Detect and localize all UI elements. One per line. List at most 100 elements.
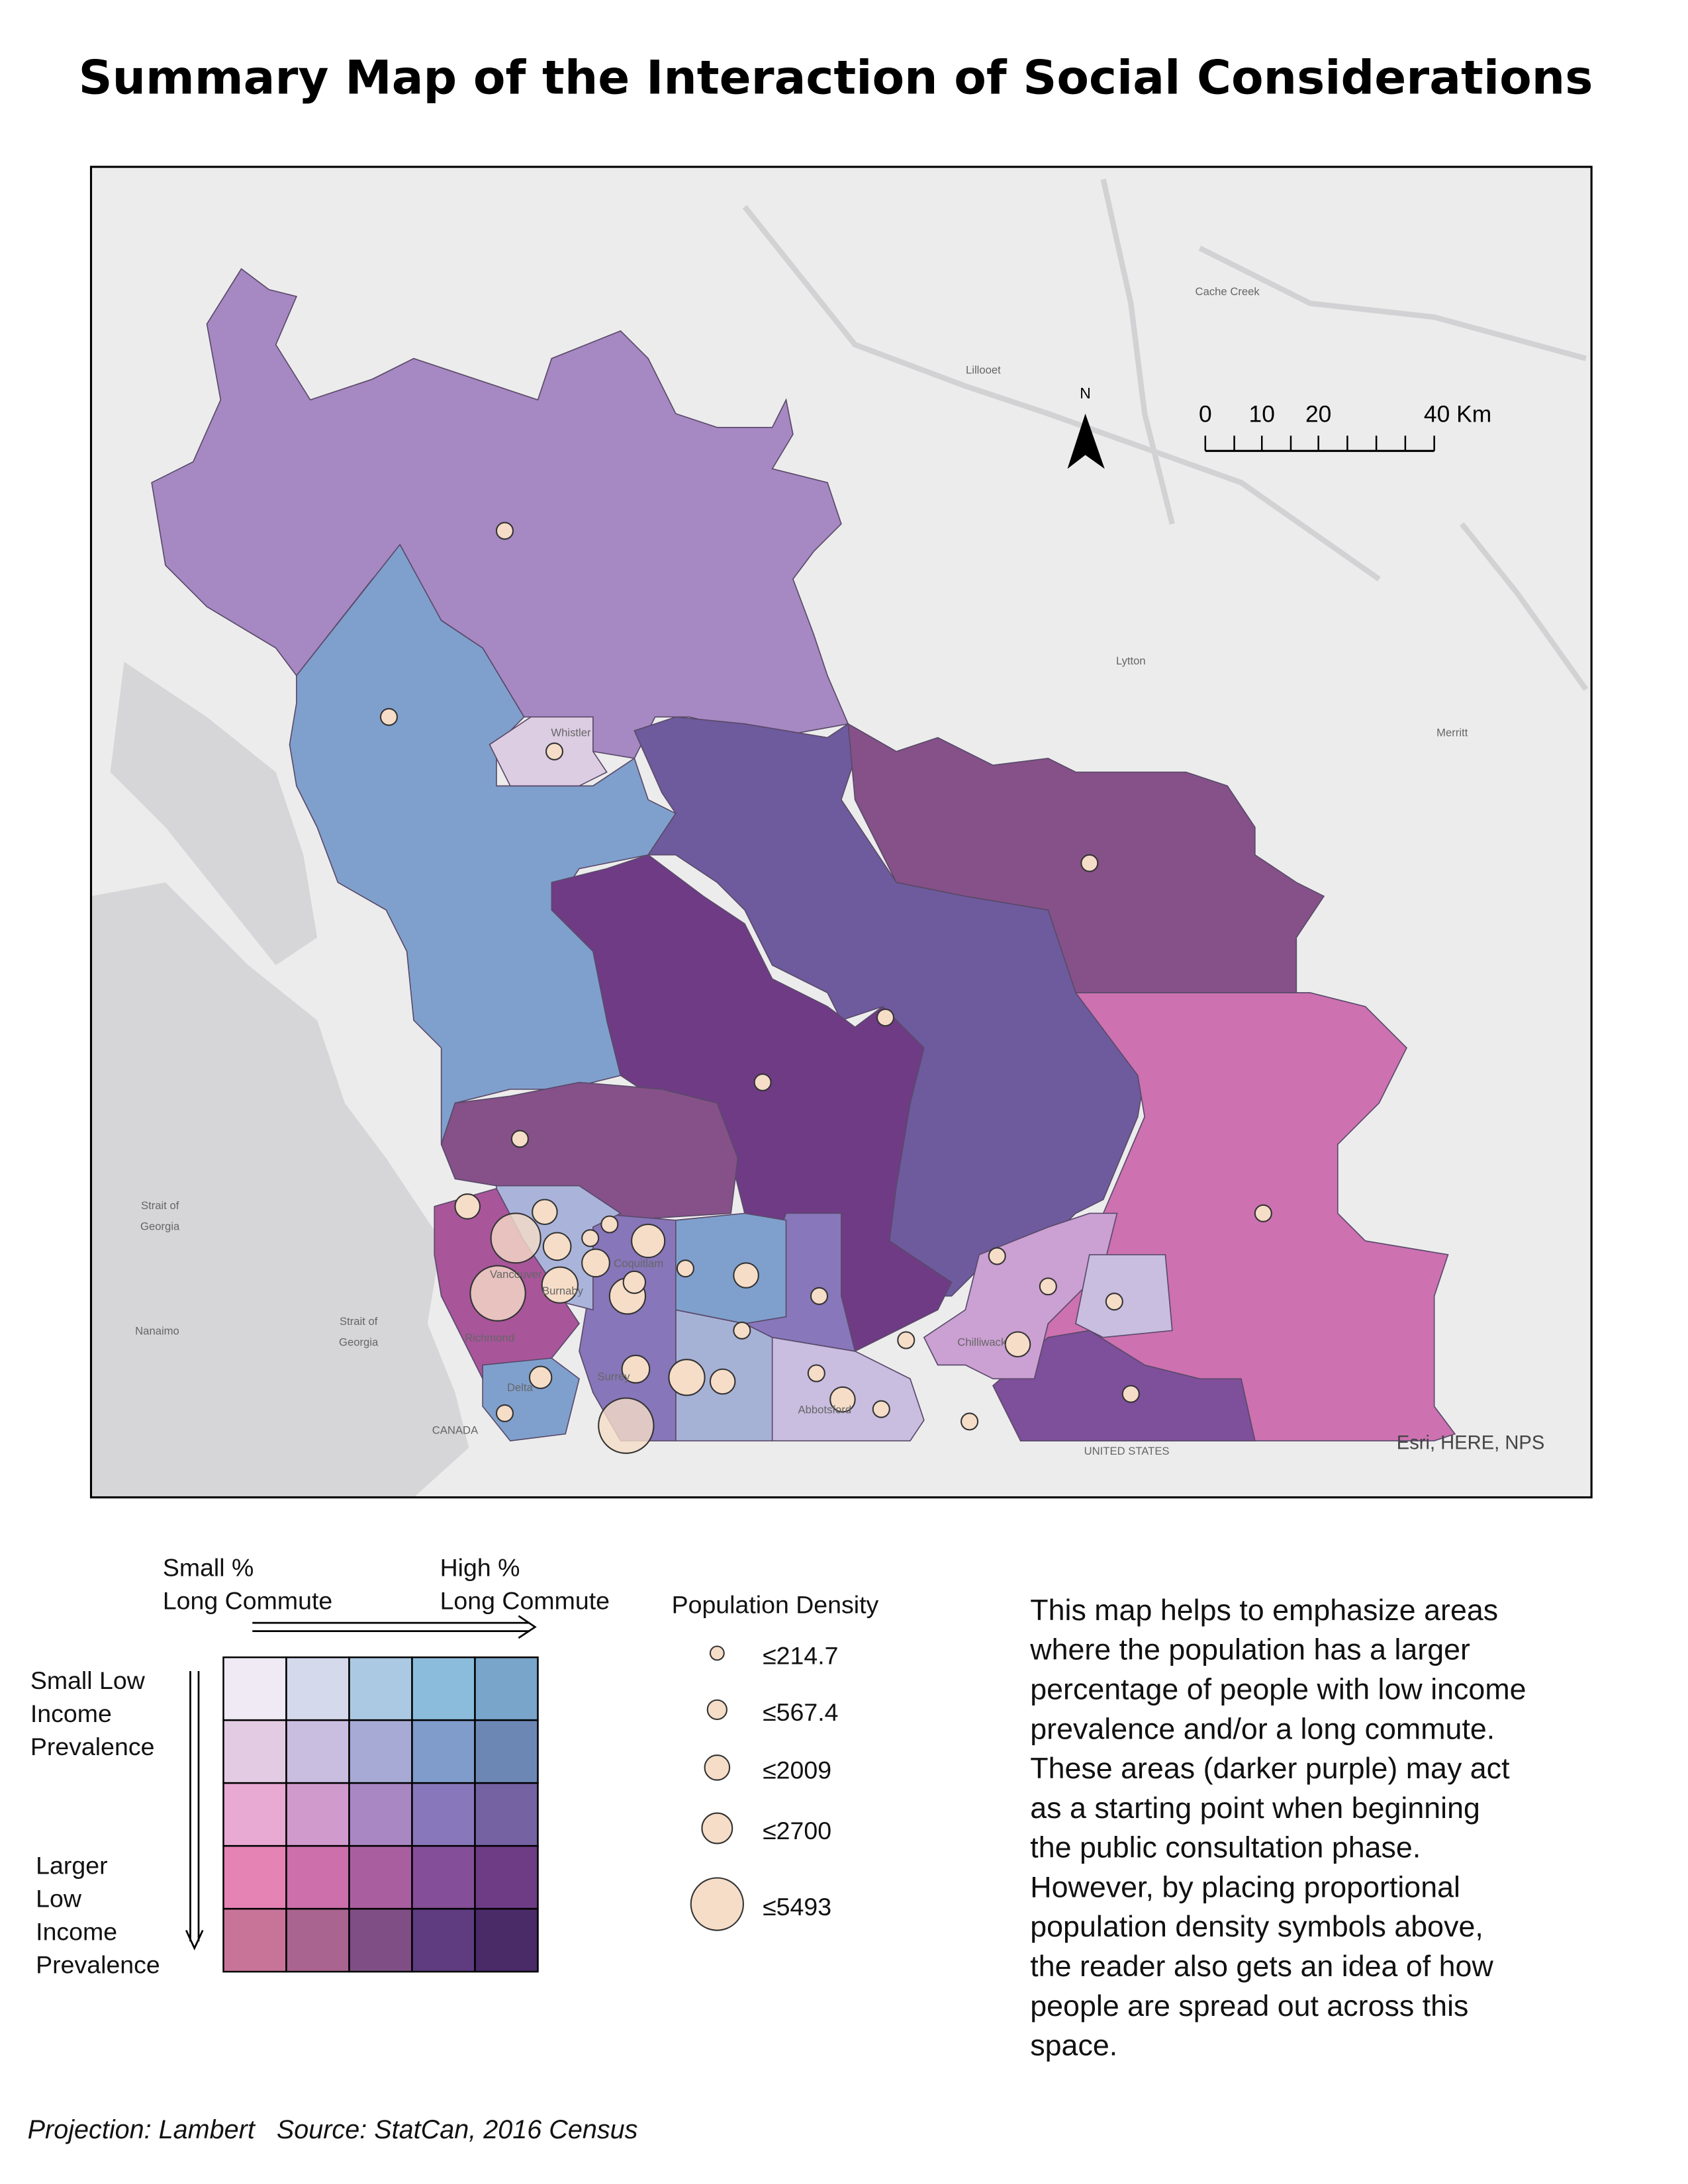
description-line: percentage of people with low income xyxy=(1030,1673,1526,1706)
density-class-label: ≤567.4 xyxy=(763,1698,838,1726)
place-label: CANADA xyxy=(432,1424,479,1437)
legend-axis-label: High % xyxy=(440,1553,520,1581)
population-symbol xyxy=(1080,854,1099,872)
legend-cell xyxy=(285,1782,350,1847)
population-symbol xyxy=(581,1229,600,1248)
population-symbol xyxy=(1121,1385,1140,1403)
legend-cell xyxy=(222,1719,287,1784)
density-class-label: ≤2009 xyxy=(763,1756,831,1784)
legend-cell xyxy=(411,1782,476,1847)
population-symbol xyxy=(668,1359,706,1396)
region xyxy=(992,1330,1256,1441)
legend-cell xyxy=(411,1907,476,1973)
place-label: Whistler xyxy=(551,727,591,739)
place-label: Lillooet xyxy=(966,364,1001,377)
population-symbol xyxy=(829,1386,856,1413)
place-label: Surrey xyxy=(598,1370,631,1383)
description-line: the public consultation phase. xyxy=(1030,1831,1421,1864)
description-line: the reader also gets an idea of how xyxy=(1030,1950,1493,1983)
description-line: population density symbols above, xyxy=(1030,1910,1483,1943)
place-label: Chilliwack xyxy=(957,1336,1007,1348)
population-symbol xyxy=(733,1262,759,1289)
water xyxy=(110,662,318,966)
legend-arrow xyxy=(185,1671,204,1950)
legend-cell xyxy=(474,1782,539,1847)
map-frame: Cache Creek Lillooet Lytton Merritt Whistler… xyxy=(89,165,1593,1499)
density-symbol xyxy=(709,1645,725,1661)
legend-cell xyxy=(285,1907,350,1973)
legend-cell xyxy=(474,1719,539,1784)
legend-cell xyxy=(285,1719,350,1784)
population-symbol xyxy=(753,1073,772,1091)
place-label: Vancouver xyxy=(490,1268,542,1281)
population-symbol xyxy=(622,1270,647,1295)
population-symbol xyxy=(709,1368,736,1395)
population-symbol xyxy=(1039,1277,1057,1296)
population-symbol xyxy=(897,1331,915,1349)
legend-cell xyxy=(348,1844,413,1910)
density-symbol xyxy=(704,1754,731,1781)
population-symbol xyxy=(542,1232,572,1261)
legend-cell xyxy=(474,1656,539,1721)
region xyxy=(923,1212,1118,1380)
place-label: Lytton xyxy=(1116,655,1146,667)
legend-cell xyxy=(411,1656,476,1721)
place-label: Abbotsford xyxy=(798,1403,852,1416)
population-symbol xyxy=(490,1212,541,1264)
population-symbol xyxy=(872,1400,890,1418)
density-class-label: ≤2700 xyxy=(763,1817,831,1844)
legend-axis-label: Income xyxy=(36,1917,117,1945)
scale-label: 0 xyxy=(1199,401,1212,428)
population-symbol xyxy=(1254,1204,1272,1222)
scale-label: 20 xyxy=(1305,401,1331,428)
region xyxy=(675,1212,787,1324)
population-symbol xyxy=(1004,1331,1031,1358)
population-symbol xyxy=(621,1354,651,1384)
legend-cell xyxy=(474,1844,539,1910)
place-label: Strait of xyxy=(141,1199,179,1212)
population-symbol xyxy=(988,1247,1006,1265)
population-symbol xyxy=(454,1193,481,1220)
population-symbol xyxy=(598,1397,655,1454)
place-label: Cache Creek xyxy=(1196,285,1260,298)
place-label: Strait of xyxy=(340,1315,378,1328)
density-class-label: ≤214.7 xyxy=(763,1642,838,1670)
water xyxy=(91,1324,359,1498)
place-label: Coquitlam xyxy=(614,1257,663,1270)
legend-cell xyxy=(348,1719,413,1784)
population-symbol xyxy=(510,1130,529,1148)
description-line: However, by placing proportional xyxy=(1030,1870,1460,1903)
description-line: people are spread out across this xyxy=(1030,1989,1468,2023)
population-symbol xyxy=(876,1008,895,1027)
river xyxy=(1460,522,1589,692)
legend-axis-label: Small Low xyxy=(30,1666,146,1694)
place-label: UNITED STATES xyxy=(1084,1445,1170,1457)
legend-axis-label: Income xyxy=(30,1700,112,1727)
description-line: prevalence and/or a long commute. xyxy=(1030,1712,1495,1745)
map-border xyxy=(89,165,1593,1499)
description-line: These areas (darker purple) may act xyxy=(1030,1752,1510,1785)
legend-axis-label: Long Commute xyxy=(440,1586,610,1614)
title: Summary Map of the Interaction of Social… xyxy=(79,50,1593,105)
legend-cell xyxy=(348,1656,413,1721)
description-line: as a starting point when beginning xyxy=(1030,1792,1480,1825)
population-symbol xyxy=(495,522,514,540)
density-symbol xyxy=(690,1877,744,1931)
population-symbol xyxy=(1105,1293,1123,1311)
legend-cell xyxy=(222,1656,287,1721)
north-label: N xyxy=(1080,385,1091,402)
description-line: space. xyxy=(1030,2029,1117,2062)
legend-cell xyxy=(285,1844,350,1910)
place-label: Richmond xyxy=(465,1332,514,1344)
attribution: Esri, HERE, NPS xyxy=(1397,1433,1545,1454)
population-symbol xyxy=(810,1287,829,1305)
population-symbol xyxy=(961,1412,979,1431)
population-symbol xyxy=(581,1248,610,1278)
legend-cell xyxy=(474,1907,539,1973)
place-label: Georgia xyxy=(140,1220,180,1232)
legend-arrow xyxy=(252,1615,537,1639)
population-symbol xyxy=(600,1215,619,1234)
legend-cell xyxy=(285,1656,350,1721)
footer: Projection: Lambert Source: StatCan, 201… xyxy=(28,2115,638,2144)
